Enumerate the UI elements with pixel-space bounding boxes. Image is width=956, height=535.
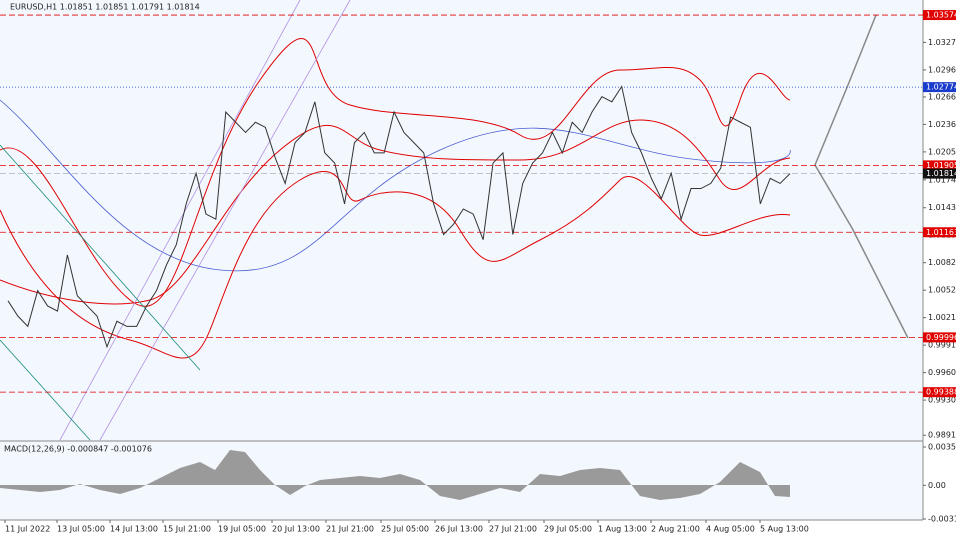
- moving-average: [0, 99, 791, 272]
- channel-line: [0, 339, 91, 441]
- macd-tick-label: -0.003168: [928, 514, 956, 523]
- y-tick-label: 1.00825: [928, 258, 956, 267]
- forecast-arrow: [814, 164, 909, 339]
- y-tick-label: 1.02055: [928, 147, 956, 156]
- y-tick-label: 1.03270: [928, 38, 956, 47]
- price-level-label: 1.01905: [926, 161, 956, 170]
- y-tick-label: 0.99605: [928, 368, 956, 377]
- channel-line: [0, 144, 201, 371]
- bollinger-lower: [0, 171, 791, 359]
- x-tick-label: 1 Aug 13:00: [598, 525, 647, 534]
- price-level-label: 1.01814: [926, 169, 956, 178]
- y-tick-label: 1.02965: [928, 65, 956, 74]
- y-tick-label: 1.01745: [928, 175, 956, 184]
- price-level-label: 0.99388: [926, 388, 956, 397]
- price-level-tag: [923, 82, 956, 93]
- x-tick-label: 15 Jul 21:00: [163, 525, 211, 534]
- plot-bg: [0, 0, 923, 520]
- bollinger-middle: [0, 119, 791, 305]
- x-tick-label: 4 Aug 05:00: [706, 525, 755, 534]
- y-tick-label: 1.02360: [928, 120, 956, 129]
- price-level-tag: [923, 227, 956, 238]
- x-tick-label: 25 Jul 05:00: [381, 525, 429, 534]
- price-level-tag: [923, 168, 956, 179]
- bollinger-upper: [0, 38, 791, 307]
- x-tick-label: 2 Aug 21:00: [651, 525, 700, 534]
- x-tick-label: 26 Jul 13:00: [435, 525, 483, 534]
- macd-header: MACD(12,26,9) -0.000847 -0.001076: [4, 445, 152, 454]
- y-tick-label: 1.01435: [928, 203, 956, 212]
- price-level-tag: [923, 332, 956, 343]
- x-tick-label: 14 Jul 13:00: [110, 525, 158, 534]
- price-level-label: 1.02774: [926, 83, 956, 92]
- price-line: [7, 85, 791, 349]
- x-tick-label: 11 Jul 2022: [5, 525, 50, 534]
- price-level-tag: [923, 387, 956, 398]
- price-level-label: 1.01163: [926, 228, 956, 237]
- x-tick-label: 21 Jul 21:00: [326, 525, 374, 534]
- price-level-tag: [923, 160, 956, 171]
- macd-tick-label: 0.003596: [928, 443, 956, 452]
- price-level-label: 1.03574: [926, 11, 956, 20]
- symbol-header: EURUSD,H1 1.01851 1.01851 1.01791 1.0181…: [10, 3, 200, 12]
- macd-histogram: [0, 450, 790, 500]
- x-tick-label: 5 Aug 13:00: [760, 525, 809, 534]
- channel-line: [59, 0, 301, 441]
- price-level-tag: [923, 10, 956, 21]
- y-tick-label: 1.00520: [928, 286, 956, 295]
- x-tick-label: 27 Jul 21:00: [489, 525, 537, 534]
- channel-line: [99, 0, 351, 441]
- x-tick-label: 20 Jul 13:00: [272, 525, 320, 534]
- macd-tick-label: 0.00: [928, 481, 946, 490]
- y-tick-label: 0.98910: [928, 431, 956, 440]
- forecast-arrow: [814, 14, 877, 166]
- x-tick-label: 13 Jul 05:00: [57, 525, 105, 534]
- x-tick-label: 29 Jul 05:00: [544, 525, 592, 534]
- y-tick-label: 1.00215: [928, 313, 956, 322]
- x-tick-label: 19 Jul 05:00: [218, 525, 266, 534]
- price-level-label: 0.99996: [926, 333, 956, 342]
- y-tick-label: 1.02665: [928, 92, 956, 101]
